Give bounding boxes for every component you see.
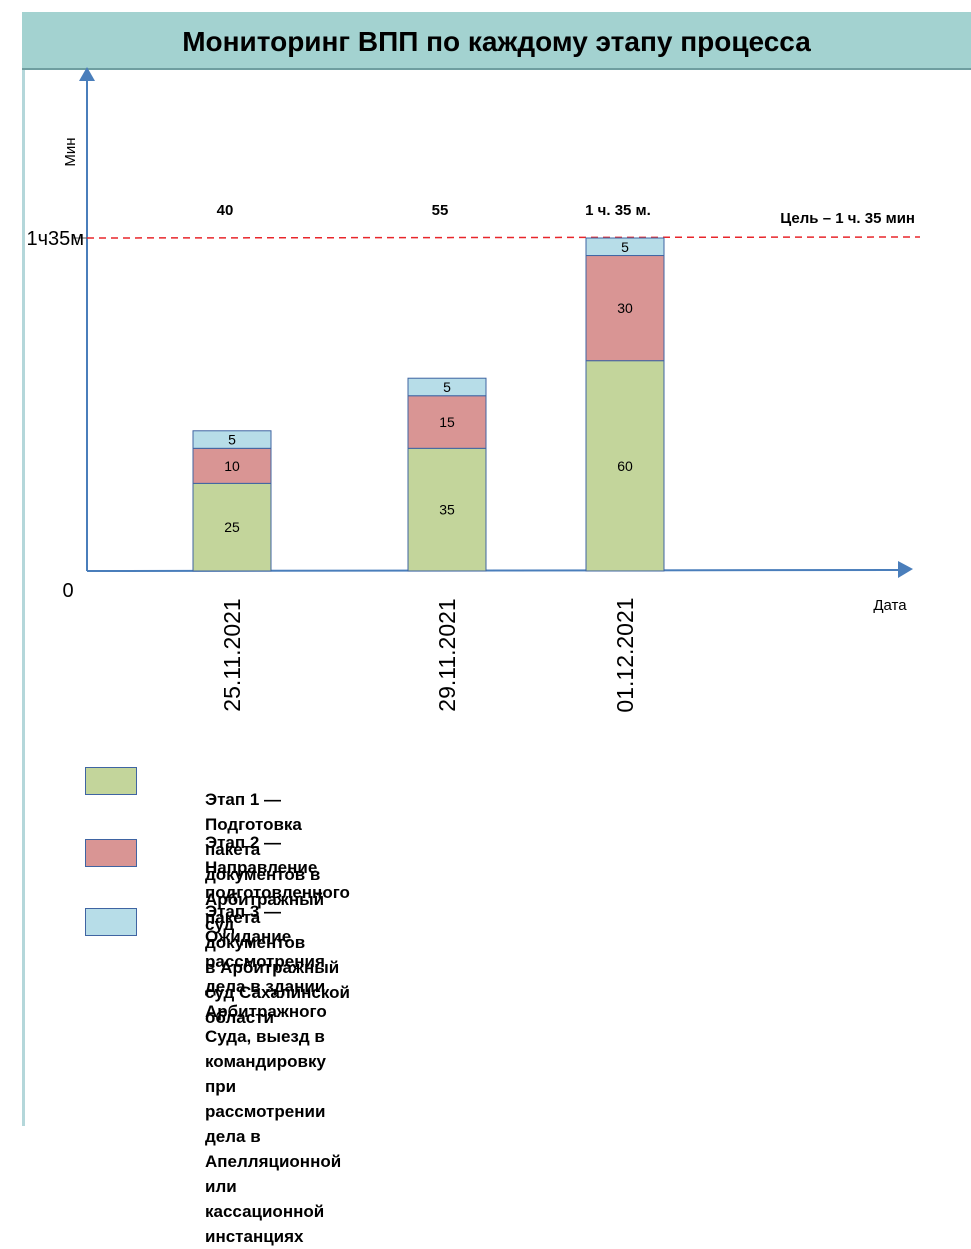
bar-segment-stage2-2: [585, 255, 665, 362]
legend-swatch-stage1: [85, 767, 137, 795]
chart-title: Мониторинг ВПП по каждому этапу процесса: [182, 26, 811, 57]
x-tick-label-0: 25.11.2021: [219, 598, 245, 711]
bar-value-stage2-1: 15: [439, 414, 455, 430]
y-axis-arrowhead: [79, 67, 95, 81]
bar-segment-stage3-2: [585, 237, 665, 257]
stacked-bar-chart: 1ч35м Цель – 1 ч. 35 мин Мин 0 Дата 25 10 5 40 25…: [26, 67, 921, 713]
target-tick-label: 1ч35м: [26, 228, 84, 250]
bar-segment-stage3-0: [192, 430, 272, 449]
x-axis-label: Дата: [873, 597, 907, 614]
y-axis-label: Мин: [62, 137, 79, 166]
bar-value-stage1-1: 35: [439, 502, 455, 518]
target-label: Цель – 1 ч. 35 мин: [780, 210, 915, 227]
y-origin-label: 0: [62, 580, 73, 602]
left-border-rule: [22, 70, 25, 1126]
bar-value-stage2-2: 30: [617, 300, 633, 316]
legend-label-stage1: Этап 1 — Подготовка пакета документов в …: [205, 790, 325, 934]
bar-total-label-0: 40: [217, 202, 234, 219]
bar-total-label-2: 1 ч. 35 м.: [585, 202, 651, 219]
bar-segment-stage2-1: [407, 395, 487, 449]
bar-total-label-1: 55: [432, 202, 449, 219]
bar-segment-stage1-1: [407, 447, 487, 572]
bar-value-stage3-2: 5: [621, 239, 629, 255]
target-line: [86, 236, 921, 239]
legend-label-stage3: Этап 3 — Ожидание рассмотрения дела в зд…: [205, 902, 342, 1246]
x-tick-label-2: 01.12.2021: [612, 597, 638, 712]
legend-label-stage2: Этап 2 — Направление подготовленного пак…: [205, 833, 350, 1027]
bar-value-stage3-0: 5: [228, 432, 236, 448]
bar-value-stage1-2: 60: [617, 458, 633, 474]
bar-value-stage3-1: 5: [443, 379, 451, 395]
bar-segment-stage3-1: [407, 377, 487, 397]
bar-segment-stage1-2: [585, 360, 665, 572]
legend-swatch-stage3: [85, 908, 137, 936]
x-tick-label-1: 29.11.2021: [434, 598, 460, 711]
bar-value-stage1-0: 25: [224, 519, 240, 535]
x-axis-arrowhead: [898, 561, 913, 578]
title-banner: Мониторинг ВПП по каждому этапу процесса: [22, 12, 971, 70]
bar-segment-stage2-0: [192, 447, 272, 484]
bar-value-stage2-0: 10: [224, 458, 240, 474]
legend-swatch-stage2: [85, 839, 137, 867]
